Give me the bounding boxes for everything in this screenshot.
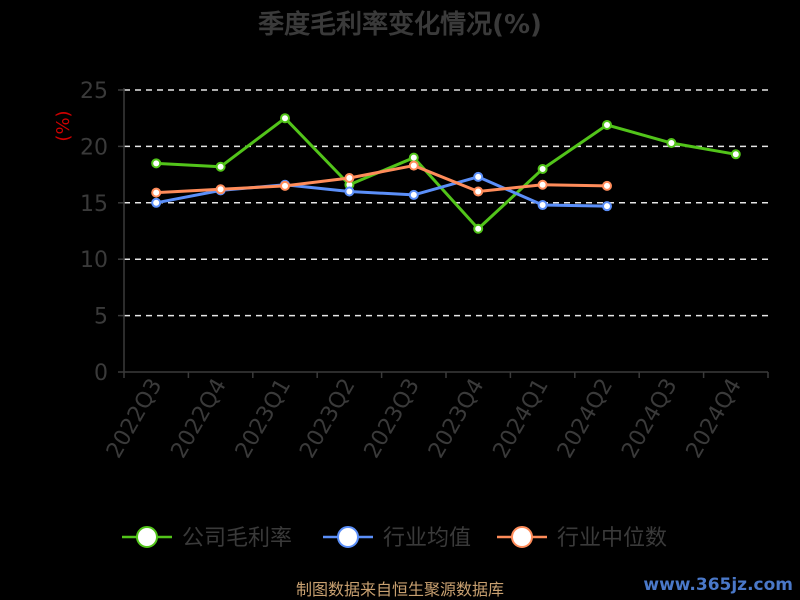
data-point[interactable] (537, 200, 548, 211)
data-point[interactable] (408, 152, 419, 163)
x-tick-label: 2023Q4 (424, 375, 489, 463)
data-point[interactable] (473, 171, 484, 182)
data-point[interactable] (344, 186, 355, 197)
legend-marker (136, 526, 158, 548)
data-point[interactable] (408, 160, 419, 171)
series-line (156, 164, 608, 195)
x-tick-label: 2024Q4 (682, 375, 747, 463)
data-point[interactable] (537, 179, 548, 190)
series-3 (151, 160, 612, 198)
data-point[interactable] (151, 158, 162, 169)
x-tick-labels: 2022Q3 2022Q4 2023Q1 2023Q2 2023Q3 2023Q4 2024… (102, 375, 747, 463)
chart-title: 季度毛利率变化情况(%) (258, 9, 542, 40)
x-tick-label: 2023Q2 (295, 375, 360, 463)
data-point[interactable] (215, 184, 226, 195)
y-tick-label: 10 (80, 248, 108, 273)
y-tick-label: 15 (80, 192, 108, 217)
x-tick-label: 2022Q4 (166, 375, 231, 463)
series-1 (151, 113, 741, 234)
series-line (156, 116, 737, 231)
data-point[interactable] (602, 119, 612, 130)
data-point[interactable] (151, 197, 162, 208)
x-tick-label: 2024Q2 (553, 375, 618, 463)
legend-marker (511, 526, 533, 548)
series-lines (151, 113, 741, 234)
data-point[interactable] (215, 161, 226, 172)
data-point[interactable] (666, 138, 677, 149)
y-tick-label: 20 (80, 135, 108, 160)
legend-marker (337, 526, 359, 548)
data-point[interactable] (537, 163, 548, 174)
data-point[interactable] (602, 201, 612, 212)
data-point[interactable] (408, 189, 419, 200)
x-tick-label: 2022Q3 (102, 375, 167, 463)
y-axis-label: (%) (53, 110, 74, 141)
legend-item[interactable]: 公司毛利率 (122, 526, 292, 551)
legend-label: 公司毛利率 (182, 526, 292, 551)
y-tick-label: 5 (94, 305, 108, 330)
grid-lines (124, 89, 768, 317)
data-source-footer: 制图数据来自恒生聚源数据库 (296, 580, 504, 599)
x-tick-label: 2023Q3 (360, 375, 425, 463)
data-point[interactable] (730, 149, 741, 160)
legend-item[interactable]: 行业中位数 (497, 526, 667, 551)
data-point[interactable] (344, 172, 355, 183)
data-point[interactable] (280, 180, 290, 191)
data-point[interactable] (473, 186, 484, 197)
data-point[interactable] (280, 113, 290, 124)
y-tick-label: 0 (94, 361, 108, 386)
axes (118, 88, 769, 378)
x-tick-label: 2024Q1 (488, 375, 553, 463)
legend: 公司毛利率 行业均值 行业中位数 (122, 526, 667, 551)
x-tick-label: 2023Q1 (231, 375, 296, 463)
watermark: www.365jz.com (643, 575, 793, 595)
data-point[interactable] (602, 180, 612, 191)
legend-label: 行业均值 (383, 526, 471, 551)
y-tick-labels: 0 5 10 15 20 25 (80, 79, 108, 386)
data-point[interactable] (473, 223, 484, 234)
data-point[interactable] (151, 187, 162, 198)
y-tick-label: 25 (80, 79, 108, 104)
legend-label: 行业中位数 (557, 526, 667, 551)
x-tick-label: 2024Q3 (617, 375, 682, 463)
legend-item[interactable]: 行业均值 (323, 526, 471, 551)
